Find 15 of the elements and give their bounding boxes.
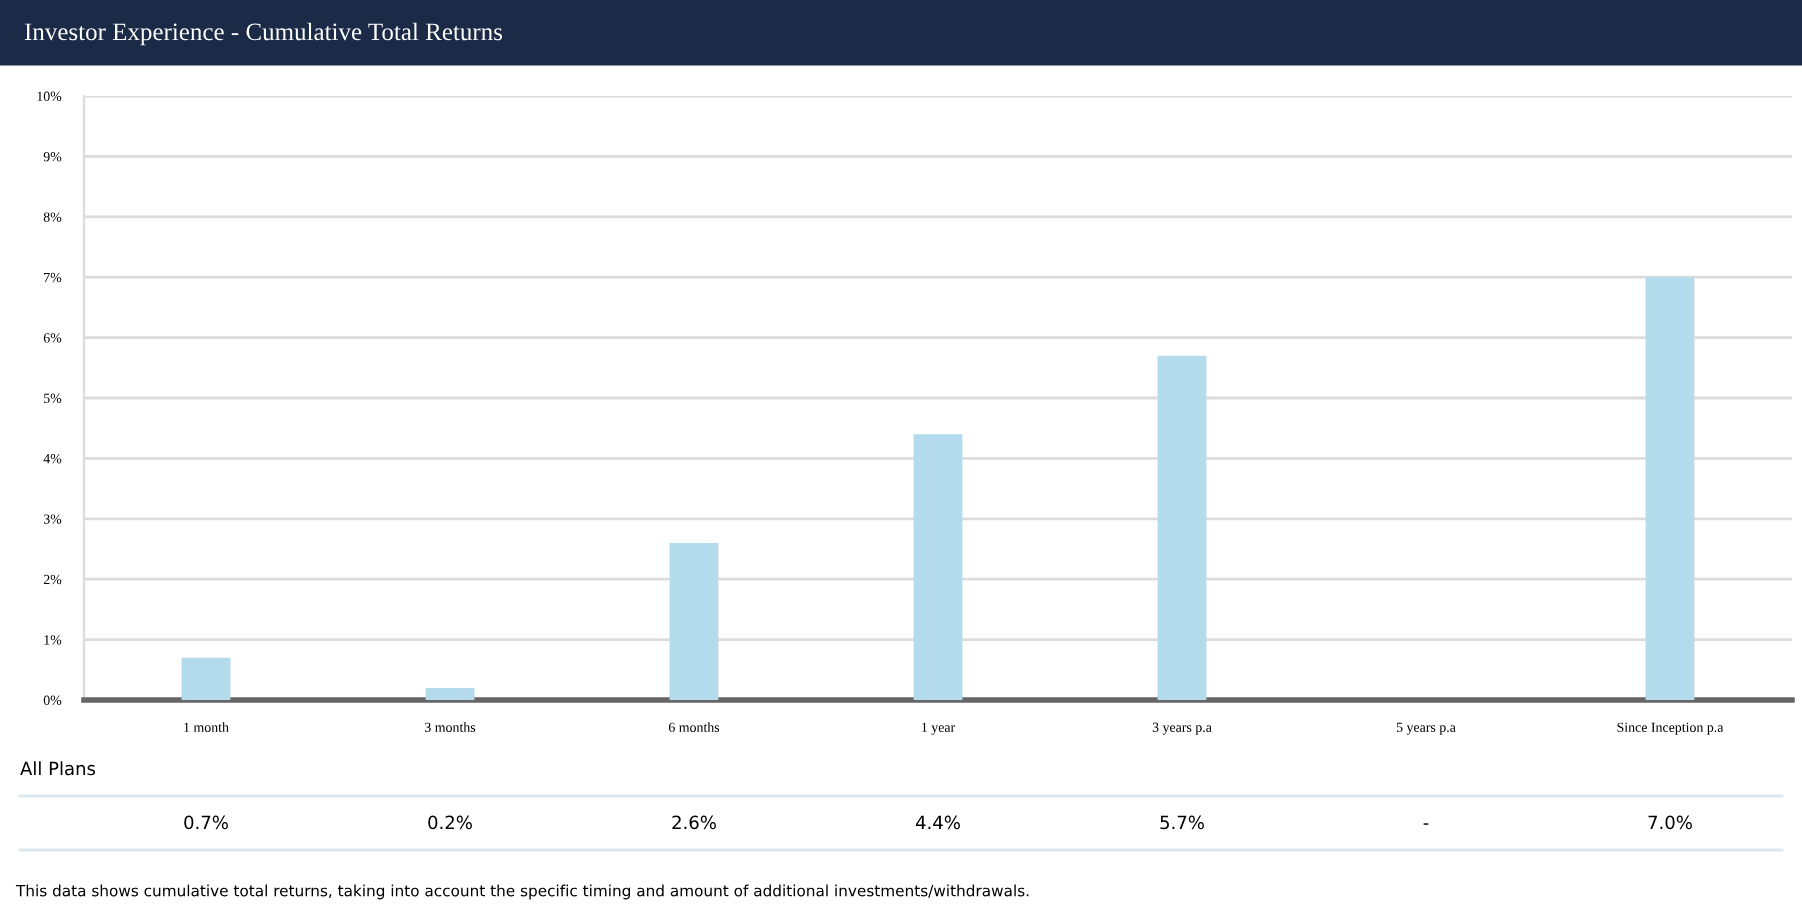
bar: [1157, 355, 1207, 700]
data-label: 0.2%: [428, 815, 472, 830]
data-label: 4.4%: [915, 815, 960, 830]
bar: [1645, 277, 1695, 700]
text: -: [1423, 823, 1429, 825]
bar: [425, 687, 475, 700]
bar: [913, 434, 963, 700]
text: All Plans: [20, 761, 96, 776]
data-label: 2.6%: [672, 815, 716, 830]
bar: [181, 657, 231, 700]
chart-title: Investor Experience - Cumulative Total Returns: [24, 22, 503, 46]
bar: [669, 542, 719, 700]
data-label: 7.0%: [1648, 815, 1692, 830]
data-label: 0.7%: [184, 815, 228, 830]
data-label: 5.7%: [1160, 815, 1204, 830]
